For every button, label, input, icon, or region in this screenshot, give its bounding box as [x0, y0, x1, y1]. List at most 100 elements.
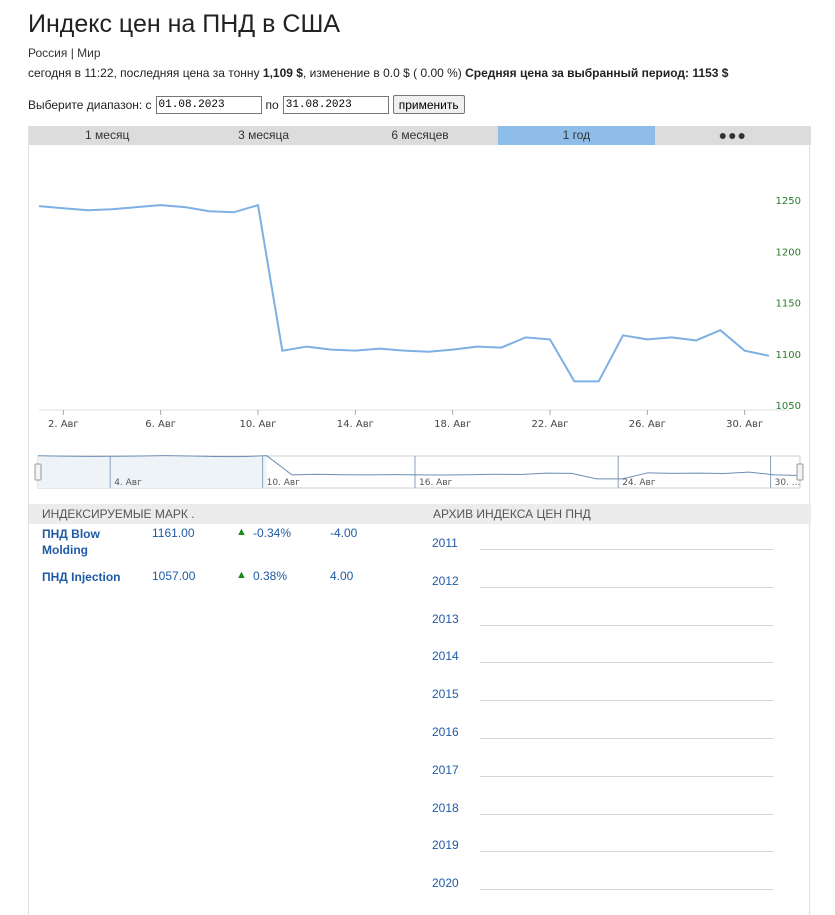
data-point[interactable]	[61, 206, 65, 210]
chart-panel: 1 месяц 3 месяца 6 месяцев 1 год ●●● 105…	[28, 126, 811, 915]
y-tick-label: 1250	[776, 196, 801, 207]
archive-year-divider	[480, 586, 773, 588]
range-navigator[interactable]: 4. Авг 10. Авг 16. Авг 24. Авг 30. ...	[29, 452, 811, 492]
data-point[interactable]	[451, 348, 455, 352]
index-value: 1161.00	[152, 526, 195, 540]
navigator-label: 10. Авг	[267, 478, 301, 488]
data-point[interactable]	[767, 354, 771, 358]
x-tick-label: 2. Авг	[48, 419, 79, 430]
archive-year-link[interactable]: 2015	[432, 687, 459, 702]
range-label: Выберите диапазон: с	[28, 97, 152, 112]
index-percent: 0.38%	[253, 569, 288, 583]
data-point[interactable]	[329, 348, 333, 352]
data-point[interactable]	[305, 345, 309, 349]
archive-year-link[interactable]: 2019	[432, 838, 459, 853]
y-tick-label: 1100	[776, 350, 801, 361]
tab-1-year[interactable]: 1 год	[498, 126, 655, 145]
archive-year-link[interactable]: 2018	[432, 800, 459, 815]
date-from-input[interactable]	[155, 95, 262, 114]
data-point[interactable]	[280, 349, 284, 353]
index-name-link[interactable]: ПНД Blow Molding	[42, 527, 100, 557]
range-to-label: по	[265, 97, 279, 112]
archive-year-divider	[480, 851, 773, 853]
data-point[interactable]	[524, 335, 528, 339]
average-price: Средняя цена за выбранный период: 1153 $	[465, 66, 729, 80]
price-chart: 1050 1100 1150 1200 1250 2. Авг 6. Авг 10. Авг 1…	[37, 196, 801, 430]
navigator-label: 30. ...	[775, 478, 801, 488]
data-point[interactable]	[645, 337, 649, 341]
data-point[interactable]	[572, 379, 576, 383]
y-tick-label: 1150	[776, 299, 801, 310]
date-range-selector: Выберите диапазон: с по применить	[28, 95, 465, 114]
index-percent: -0.34%	[253, 526, 292, 540]
navigator-right-handle[interactable]	[796, 463, 804, 481]
index-change: -4.00	[330, 526, 358, 540]
breadcrumb-russia[interactable]: Россия	[28, 46, 68, 60]
data-point[interactable]	[232, 210, 236, 214]
data-point[interactable]	[183, 205, 187, 209]
data-point[interactable]	[86, 208, 90, 212]
data-point[interactable]	[548, 337, 552, 341]
archive-year-link[interactable]: 2013	[432, 611, 459, 626]
indexed-header: ИНДЕКСИРУЕМЫЕ МАРК .	[29, 504, 420, 524]
last-price: 1,109 $	[262, 66, 303, 80]
archive-year-divider	[480, 813, 773, 815]
index-value: 1057.00	[152, 569, 196, 583]
archive-year-divider	[480, 700, 773, 702]
data-point[interactable]	[378, 347, 382, 351]
data-point[interactable]	[670, 335, 674, 339]
x-tick-label: 6. Авг	[145, 419, 176, 430]
data-point[interactable]	[207, 209, 211, 213]
data-point[interactable]	[353, 349, 357, 353]
archive-year-divider	[480, 775, 773, 777]
archive-year-link[interactable]: 2012	[432, 573, 459, 588]
archive-year-link[interactable]: 2011	[432, 536, 458, 550]
x-tick-label: 22. Авг	[531, 419, 568, 430]
date-to-input[interactable]	[282, 95, 389, 114]
data-point[interactable]	[718, 328, 722, 332]
data-point[interactable]	[426, 350, 430, 354]
archive-year-divider	[480, 624, 773, 626]
data-point[interactable]	[256, 203, 260, 207]
data-point[interactable]	[694, 338, 698, 342]
arrow-up-icon: ▲	[236, 569, 247, 581]
info-change: , изменение в 0.0 $ ( 0.00 %)	[302, 66, 466, 80]
navigator-series-line	[37, 455, 801, 480]
archive-year-link[interactable]: 2020	[432, 876, 459, 891]
navigator-label: 24. Авг	[622, 478, 656, 488]
data-point[interactable]	[110, 207, 114, 211]
arrow-up-icon: ▲	[236, 526, 247, 538]
x-tick-label: 10. Авг	[239, 419, 276, 430]
data-point[interactable]	[402, 349, 406, 353]
navigator-left-handle[interactable]	[34, 463, 42, 481]
index-name-link[interactable]: ПНД Injection	[42, 570, 121, 584]
x-tick-label: 18. Авг	[434, 419, 471, 430]
data-point[interactable]	[499, 346, 503, 350]
data-point[interactable]	[621, 333, 625, 337]
price-info: сегодня в 11:22, последняя цена за тонну…	[28, 66, 728, 80]
breadcrumb-separator: |	[70, 46, 74, 60]
archive-header: АРХИВ ИНДЕКСА ЦЕН ПНД	[420, 504, 811, 524]
data-point[interactable]	[743, 349, 747, 353]
data-point[interactable]	[475, 345, 479, 349]
data-point[interactable]	[37, 204, 41, 208]
apply-button[interactable]: применить	[392, 95, 465, 114]
x-tick-label: 30. Авг	[726, 419, 763, 430]
tab-more[interactable]: ●●●	[718, 127, 748, 143]
navigator-selection[interactable]	[38, 456, 267, 488]
data-point[interactable]	[597, 379, 601, 383]
archive-year-link[interactable]: 2017	[432, 762, 459, 777]
archive-year-link[interactable]: 2014	[432, 649, 459, 664]
archive-year-divider	[480, 662, 773, 664]
tab-6-months[interactable]: 6 месяцев	[391, 128, 449, 142]
navigator-label: 16. Авг	[419, 478, 453, 488]
y-tick-label: 1050	[776, 401, 801, 412]
breadcrumb-world[interactable]: Мир	[77, 46, 101, 60]
data-point[interactable]	[134, 205, 138, 209]
info-prefix: сегодня в 11:22, последняя цена за тонну	[28, 66, 263, 80]
tab-1-month[interactable]: 1 месяц	[85, 128, 130, 142]
archive-year-link[interactable]: 2016	[432, 725, 459, 739]
y-tick-label: 1200	[776, 247, 801, 258]
data-point[interactable]	[159, 203, 163, 207]
tab-3-months[interactable]: 3 месяца	[238, 128, 290, 142]
